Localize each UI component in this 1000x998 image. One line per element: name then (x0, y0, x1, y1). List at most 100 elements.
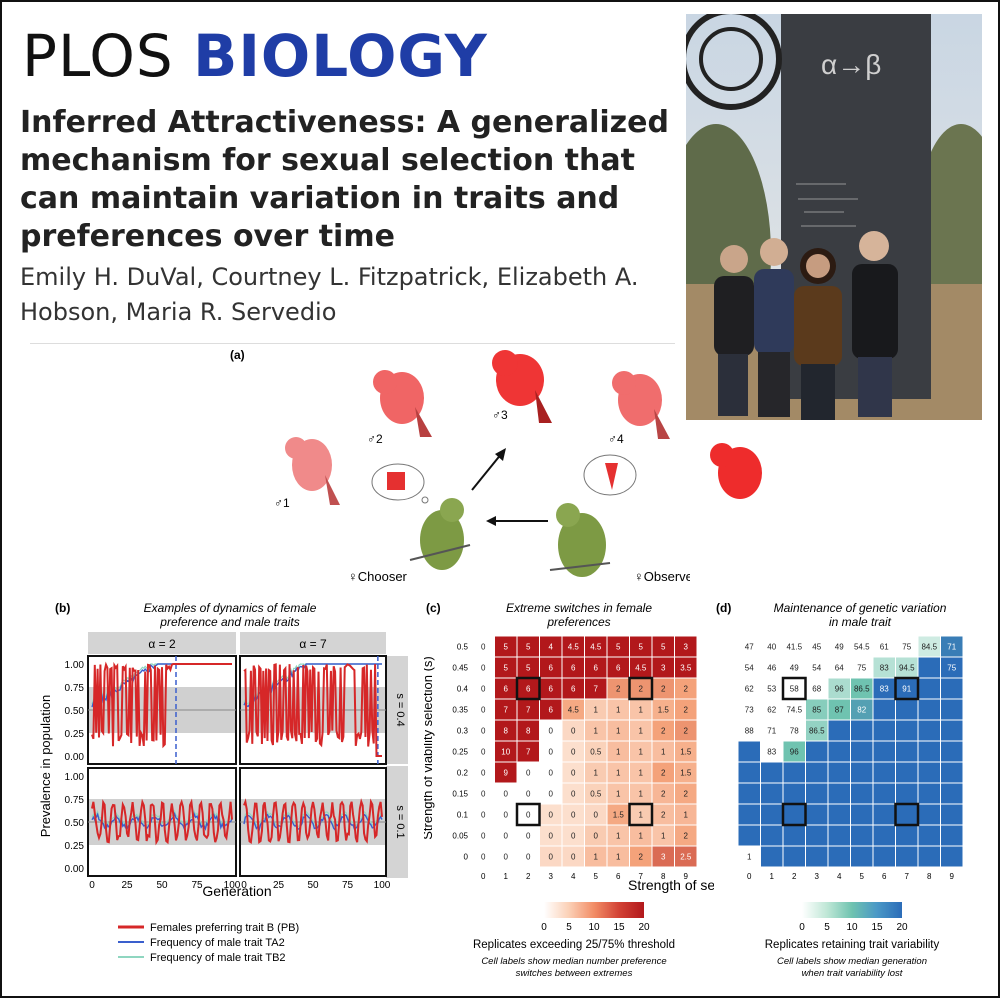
chooser-label: ♀Chooser (348, 569, 408, 584)
cell-label: 0.5 (590, 748, 602, 757)
male-label-2: ♂2 (367, 432, 383, 446)
cell-label: 75 (857, 664, 866, 673)
heat-cell (917, 803, 941, 826)
divider (30, 343, 675, 344)
cell-label: 4.5 (635, 664, 647, 673)
cell-label: 2 (639, 685, 644, 694)
panel-c-caption-2: switches between extremes (516, 968, 633, 979)
xtick: 0 (747, 872, 752, 881)
cell-label: 83 (880, 685, 889, 694)
cell-label: 41.5 (786, 643, 802, 652)
xtick: 75 (191, 880, 203, 891)
cell-label: 1 (661, 832, 666, 841)
cell-label: 46 (767, 664, 776, 673)
legend-colorbar (544, 902, 644, 918)
heat-cell (827, 740, 851, 763)
chooser-thought-bubble (371, 463, 429, 504)
xtick: 3 (815, 872, 820, 881)
cell-label: 1 (616, 790, 621, 799)
ytick: 0.50 (65, 818, 85, 829)
heat-cell (872, 845, 896, 868)
cell-label: 62 (745, 685, 754, 694)
cell-label: 0 (526, 832, 531, 841)
cell-label: 0 (526, 811, 531, 820)
heat-cell (782, 824, 806, 847)
cell-label: 5 (616, 643, 621, 652)
legend-tick: 5 (824, 922, 830, 933)
cell-label: 54.5 (854, 643, 870, 652)
facet-panel-1-0: 1.00 0.75 0.50 0.25 0.00 0 25 50 75 100 (65, 767, 241, 891)
cell-label: 53 (767, 685, 776, 694)
cell-label: 75 (947, 664, 956, 673)
ytick: 0.45 (452, 664, 468, 673)
xtick: 25 (121, 880, 133, 891)
xtick: 4 (837, 872, 842, 881)
cell-label: 94.5 (899, 664, 915, 673)
cell-label: 0.5 (590, 790, 602, 799)
panel-a-diagram: (a) ♂1 ♂2 ♂3 ♂4 ♂5 ♀Chooser ♀Observer (230, 348, 690, 584)
cell-label: 0 (549, 727, 554, 736)
cell-label: 1 (616, 853, 621, 862)
ytick: 0.35 (452, 706, 468, 715)
heat-cell (737, 824, 761, 847)
paper-authors: Emily H. DuVal, Courtney L. Fitzpatrick,… (20, 263, 639, 326)
xtick: 1 (504, 872, 509, 881)
ytick: 0.05 (452, 832, 468, 841)
legend-tick: 20 (896, 922, 908, 933)
highlight-box (515, 802, 541, 827)
xtick: 8 (661, 872, 666, 881)
xtick: 0 (241, 880, 247, 891)
cell-label: 1 (639, 706, 644, 715)
xtick: 2 (792, 872, 797, 881)
cell-label: 6 (526, 685, 531, 694)
heat-cell (827, 761, 851, 784)
cell-label: 6 (571, 685, 576, 694)
cell-label: 0 (526, 790, 531, 799)
heat-cell (760, 803, 784, 826)
heat-cell (940, 803, 964, 826)
cell-label: 2 (661, 769, 666, 778)
cell-label: 78 (790, 727, 799, 736)
male-bird-5 (710, 443, 762, 499)
cell-label: 7 (594, 685, 599, 694)
heat-cell (895, 698, 919, 721)
legend-tick: 5 (566, 922, 572, 933)
cell-label: 1 (616, 769, 621, 778)
panel-a-label: (a) (230, 348, 245, 362)
cell-label: 49 (790, 664, 799, 673)
cell-label: 86.5 (809, 727, 825, 736)
male-bird-1 (285, 437, 340, 505)
cell-label: 0 (571, 832, 576, 841)
ytick: 0.75 (65, 683, 85, 694)
cell-label: 1 (594, 769, 599, 778)
male-label-1: ♂1 (274, 496, 290, 510)
cell-label: 40 (767, 643, 776, 652)
cell-label: 5 (504, 664, 509, 673)
cell-label: 2 (684, 727, 689, 736)
panel-d-caption-2: when trait variability lost (802, 968, 903, 979)
panel-b-ylabel: Prevalence in population (40, 695, 53, 837)
heat-cell (782, 803, 806, 826)
cell-label: 0 (481, 664, 486, 673)
cell-label: 0 (549, 832, 554, 841)
cell-label: 5 (526, 664, 531, 673)
panel-b-line-charts: (b) Examples of dynamics of female prefe… (40, 601, 408, 964)
legend-tick: 0 (541, 922, 547, 933)
facet-row-s-01: s = 0.1 (394, 805, 406, 838)
female-bird-chooser (409, 498, 471, 570)
highlight-box (628, 802, 654, 827)
legend-pref: Females preferring trait B (PB) (150, 922, 299, 934)
cell-label: 1 (594, 706, 599, 715)
cell-label: 71 (767, 727, 776, 736)
heat-cell (917, 824, 941, 847)
cell-label: 1 (747, 853, 752, 862)
cell-label: 1 (661, 748, 666, 757)
cell-label: 0 (481, 643, 486, 652)
xtick: 100 (374, 880, 391, 891)
panel-c-caption-1: Cell labels show median number preferenc… (481, 956, 666, 967)
cell-label: 1 (639, 727, 644, 736)
cell-label: 62 (767, 706, 776, 715)
cell-label: 0 (571, 769, 576, 778)
panel-d-label: (d) (716, 601, 731, 615)
